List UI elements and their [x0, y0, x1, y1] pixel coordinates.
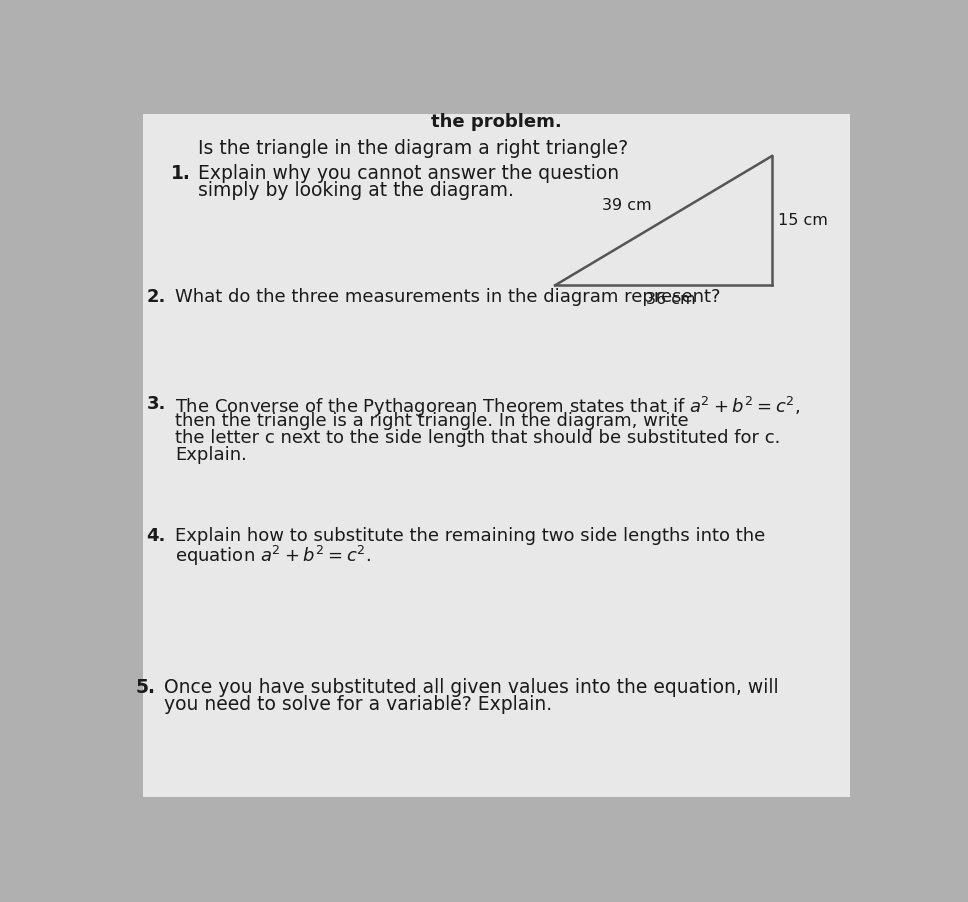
- Text: 39 cm: 39 cm: [602, 198, 651, 213]
- Text: equation $a^2 + b^2 = c^2$.: equation $a^2 + b^2 = c^2$.: [175, 544, 372, 568]
- Text: then the triangle is a right triangle. In the diagram, write: then the triangle is a right triangle. I…: [175, 411, 689, 429]
- Text: Explain why you cannot answer the question: Explain why you cannot answer the questi…: [198, 163, 620, 183]
- Text: 1.: 1.: [171, 163, 191, 183]
- Text: the problem.: the problem.: [431, 113, 561, 131]
- Text: 2.: 2.: [146, 289, 166, 307]
- Text: 3.: 3.: [146, 395, 166, 413]
- Text: 36 cm: 36 cm: [647, 291, 696, 307]
- Text: simply by looking at the diagram.: simply by looking at the diagram.: [198, 180, 514, 199]
- Text: the letter c next to the side length that should be substituted for c.: the letter c next to the side length tha…: [175, 428, 780, 446]
- Text: Explain how to substitute the remaining two side lengths into the: Explain how to substitute the remaining …: [175, 527, 766, 545]
- Text: Is the triangle in the diagram a right triangle?: Is the triangle in the diagram a right t…: [198, 139, 628, 158]
- Text: 15 cm: 15 cm: [778, 213, 828, 228]
- Text: The Converse of the Pythagorean Theorem states that if $a^2 + b^2 = c^2$,: The Converse of the Pythagorean Theorem …: [175, 395, 801, 419]
- Text: 5.: 5.: [136, 678, 155, 697]
- Text: 4.: 4.: [146, 527, 166, 545]
- Text: Explain.: Explain.: [175, 446, 247, 464]
- Text: you need to solve for a variable? Explain.: you need to solve for a variable? Explai…: [165, 695, 553, 714]
- Text: What do the three measurements in the diagram represent?: What do the three measurements in the di…: [175, 289, 721, 307]
- Text: Once you have substituted all given values into the equation, will: Once you have substituted all given valu…: [165, 678, 779, 697]
- FancyBboxPatch shape: [142, 115, 850, 796]
